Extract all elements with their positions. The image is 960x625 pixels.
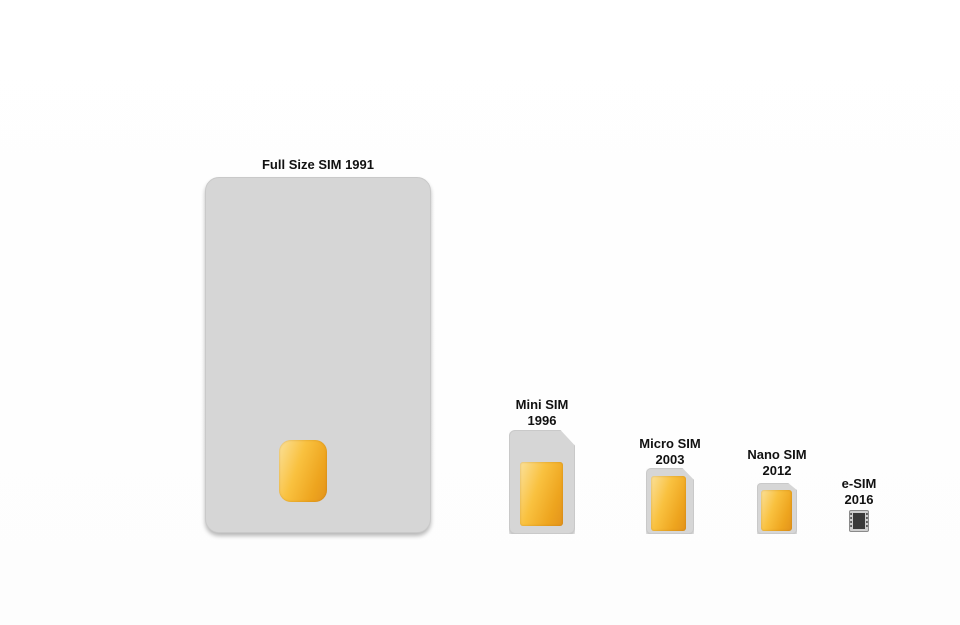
micro-sim-chip	[651, 476, 686, 531]
esim-chip-icon	[849, 510, 869, 532]
mini-sim-year: 1996	[527, 413, 557, 428]
full-size-sim-title: Full Size SIM	[261, 157, 342, 172]
mini-sim-label: Mini SIM 1996	[499, 397, 585, 429]
nano-sim-chip	[761, 490, 792, 531]
mini-sim-chip	[520, 462, 563, 526]
micro-sim-card	[646, 468, 694, 534]
nano-sim-card	[757, 483, 797, 534]
esim-label: e-SIM 2016	[829, 476, 889, 508]
esim-title: e-SIM	[841, 476, 877, 491]
nano-sim-title: Nano SIM	[747, 447, 807, 462]
nano-sim-label: Nano SIM 2012	[737, 447, 817, 479]
micro-sim-year: 2003	[655, 452, 685, 467]
full-size-sim-caption: Full Size SIM 1991	[205, 157, 431, 173]
nano-sim-year: 2012	[762, 463, 792, 478]
esim-year: 2016	[844, 492, 874, 507]
full-size-sim-year: 1991	[345, 157, 374, 172]
micro-sim-title: Micro SIM	[639, 436, 701, 451]
full-size-sim-label: Full Size SIM 1991	[205, 157, 431, 173]
full-size-sim-card	[205, 177, 431, 533]
micro-sim-label: Micro SIM 2003	[630, 436, 710, 468]
mini-sim-title: Mini SIM	[515, 397, 569, 412]
full-size-sim-chip	[279, 440, 327, 502]
mini-sim-card	[509, 430, 575, 534]
